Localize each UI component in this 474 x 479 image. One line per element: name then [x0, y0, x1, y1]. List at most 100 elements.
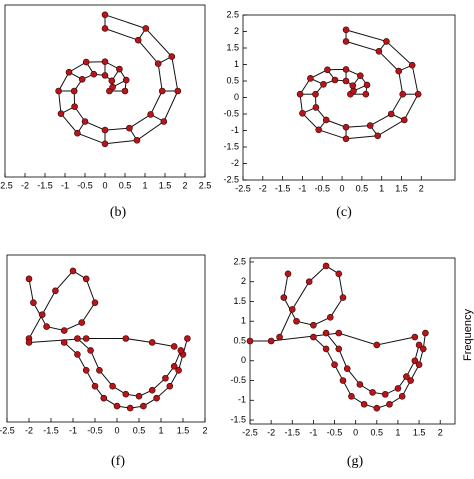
- x-tick-label: -1.5: [275, 183, 291, 193]
- node: [82, 367, 90, 374]
- edge-path: [73, 28, 163, 131]
- node: [60, 327, 68, 334]
- node: [349, 82, 357, 89]
- node: [307, 75, 314, 82]
- node: [419, 345, 427, 353]
- y-tick-label: -2.5: [223, 174, 239, 184]
- node: [342, 38, 350, 45]
- node: [174, 87, 182, 95]
- node: [69, 267, 77, 275]
- node: [422, 329, 429, 337]
- node: [339, 294, 347, 301]
- node: [101, 126, 109, 134]
- node: [74, 335, 81, 342]
- node: [116, 65, 123, 73]
- node: [363, 81, 371, 89]
- node: [280, 294, 288, 301]
- x-tick-label: -1.5: [37, 180, 53, 190]
- node: [312, 104, 320, 111]
- node: [52, 287, 59, 295]
- node: [122, 76, 130, 84]
- x-tick-label: -2.5: [0, 425, 15, 435]
- node: [335, 329, 343, 337]
- x-tick-label: 1: [395, 427, 400, 437]
- node: [81, 118, 89, 125]
- node: [369, 389, 376, 396]
- x-tick-label: 1.5: [177, 425, 190, 435]
- node: [399, 90, 406, 98]
- x-tick-label: -0.5: [314, 183, 330, 193]
- x-tick-label: -1: [309, 427, 317, 437]
- node: [91, 382, 99, 390]
- edge-path: [313, 333, 426, 409]
- x-tick-label: -1: [69, 425, 77, 435]
- x-tick-label: 1: [379, 183, 384, 193]
- node: [305, 278, 313, 286]
- x-tick-label: 2: [202, 425, 207, 435]
- node: [296, 90, 304, 98]
- node: [360, 400, 368, 408]
- y-tick-label: 1.5: [226, 42, 239, 52]
- edge-path: [325, 332, 420, 395]
- node: [121, 87, 129, 95]
- x-tick-label: 2.5: [199, 180, 212, 190]
- node: [356, 381, 364, 388]
- node: [74, 351, 81, 358]
- node: [398, 393, 406, 400]
- node: [293, 317, 300, 325]
- node: [342, 123, 350, 131]
- node: [356, 72, 364, 80]
- node: [343, 365, 351, 372]
- y-tick-label: -1: [231, 125, 239, 135]
- node: [383, 38, 390, 45]
- x-tick-label: 2: [438, 427, 443, 437]
- x-tick-label: -2.5: [242, 427, 258, 437]
- x-tick-label: 1: [142, 180, 147, 190]
- x-tick-label: -1: [61, 180, 69, 190]
- y-tick-label: -0.5: [230, 375, 246, 385]
- panel-caption: (b): [110, 205, 127, 220]
- node: [134, 36, 142, 44]
- node: [381, 391, 389, 398]
- node: [324, 66, 331, 74]
- x-tick-label: -2.5: [235, 183, 251, 193]
- node: [55, 87, 62, 95]
- node: [312, 90, 319, 98]
- y-tick-label: 1: [234, 59, 239, 69]
- y-tick-label: -1: [238, 395, 246, 405]
- edge-path: [250, 332, 415, 346]
- node: [339, 377, 347, 384]
- node: [315, 126, 322, 134]
- edge-path: [299, 29, 419, 140]
- node: [395, 67, 403, 75]
- node: [170, 363, 178, 370]
- node: [71, 103, 78, 110]
- node: [122, 390, 130, 398]
- node: [135, 392, 143, 400]
- node: [373, 404, 381, 412]
- node: [70, 87, 78, 95]
- node: [331, 76, 339, 84]
- x-tick-label: -1.5: [285, 427, 301, 437]
- node: [288, 306, 296, 313]
- y-tick-label: -2: [231, 158, 239, 168]
- x-tick-label: 2: [419, 183, 424, 193]
- node: [335, 270, 343, 278]
- node: [403, 373, 410, 380]
- node: [407, 377, 414, 384]
- y-tick-label: 1.5: [233, 296, 246, 306]
- y-tick-label: 2.5: [233, 256, 246, 266]
- node: [276, 333, 283, 341]
- node: [126, 404, 134, 412]
- node: [82, 275, 90, 283]
- node: [43, 323, 50, 330]
- node: [415, 341, 423, 349]
- node: [158, 87, 166, 95]
- x-tick-label: 0: [102, 180, 107, 190]
- node: [335, 345, 343, 353]
- node: [299, 110, 306, 117]
- x-tick-label: -2: [259, 183, 267, 193]
- node: [415, 361, 423, 369]
- y-tick-label: 2: [234, 26, 239, 36]
